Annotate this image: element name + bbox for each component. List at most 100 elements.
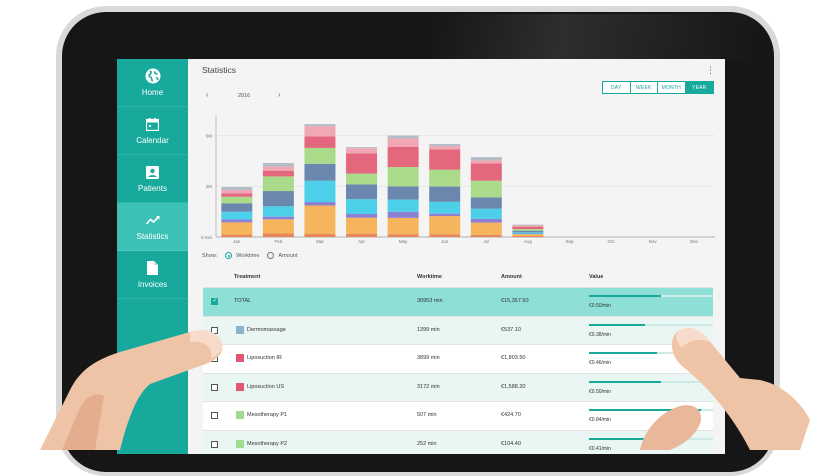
sidebar-item-label: Calendar <box>136 136 169 145</box>
amount-cell: €537.10 <box>501 326 521 333</box>
worktime-radio[interactable] <box>225 252 233 259</box>
bar-segment <box>429 146 461 150</box>
bar-segment <box>346 173 378 185</box>
screen-glare <box>430 14 760 62</box>
bar-segment <box>429 216 461 235</box>
x-tick-label: Mar <box>316 239 324 244</box>
table-row[interactable]: Liposuction IR 3899 min €1,803.50 €0.46/min <box>203 344 713 373</box>
bar-segment <box>262 191 294 207</box>
bar-segment <box>387 167 419 187</box>
treatment-cell: Mesotherapy P1 <box>247 412 288 418</box>
chart-line-icon <box>145 212 161 228</box>
x-tick-label: Aug <box>524 239 533 244</box>
row-checkbox[interactable] <box>211 297 218 305</box>
bar-segment <box>221 186 253 191</box>
row-checkbox[interactable] <box>211 412 218 419</box>
bar-segment <box>221 193 253 197</box>
sidebar-item-label: Invoices <box>137 280 168 289</box>
y-tick-label: 2M <box>206 184 213 189</box>
value-cell: €0.84/min <box>589 417 611 423</box>
amount-radio[interactable] <box>267 252 275 259</box>
bar-segment <box>221 219 253 223</box>
bar-segment <box>304 233 336 237</box>
bar-segment <box>304 163 336 181</box>
sidebar-item-patients[interactable]: Patients <box>117 155 188 203</box>
period-week-button[interactable]: WEEK <box>630 82 658 93</box>
bar-segment <box>512 233 544 235</box>
bar-segment <box>387 199 419 212</box>
bar-segment <box>221 211 253 220</box>
table-header: Treatment Worktime Amount Value <box>203 269 713 287</box>
treatment-cell: Mesotherapy P2 <box>247 440 288 447</box>
value-cell: €0.38/min <box>589 331 611 338</box>
row-checkbox[interactable] <box>211 440 218 448</box>
show-toggle: Show: Worktime Amount <box>202 252 297 259</box>
bar-segment <box>512 226 544 230</box>
x-tick-label: Sep <box>565 239 574 244</box>
table-row[interactable]: Dermomassage 1399 min €537.10 €0.38/min <box>203 315 713 344</box>
top-bar: Statistics ⋮ <box>188 59 725 83</box>
bar-segment <box>512 225 544 227</box>
column-header-worktime[interactable]: Worktime <box>417 274 442 280</box>
bar-segment <box>262 166 294 171</box>
color-swatch <box>236 382 244 391</box>
kebab-icon[interactable]: ⋮ <box>706 65 715 75</box>
bar-segment <box>262 176 294 192</box>
sidebar-item-label: Patients <box>138 184 167 193</box>
stacked-bar-chart: 5M 2M 0 min Jan Feb Mar Apr May Jun Jul Aug Sep Oct N… <box>201 115 715 244</box>
column-header-amount[interactable]: Amount <box>501 274 522 280</box>
worktime-cell: 30953 min <box>417 298 443 304</box>
bar-segment <box>387 138 419 147</box>
period-day-button[interactable]: DAY <box>603 82 631 93</box>
column-header-treatment[interactable]: Treatment <box>234 274 261 280</box>
bar-segment <box>429 149 461 170</box>
bar-segment <box>221 203 253 212</box>
bar-segment <box>304 147 336 164</box>
color-swatch <box>236 439 244 448</box>
x-tick-label: Jan <box>233 239 241 244</box>
bar-segment <box>429 201 461 214</box>
column-header-value[interactable]: Value <box>589 274 604 280</box>
bar-segment <box>512 232 544 234</box>
x-tick-label: May <box>399 239 408 244</box>
show-label: Show: <box>202 252 218 259</box>
table-row[interactable]: TOTAL 30953 min €15,357.50 €0.50/min <box>203 287 713 316</box>
x-tick-label: Jun <box>441 239 449 244</box>
treatment-cell: TOTAL <box>234 298 252 304</box>
app-screen: Home Calendar Patients Statistics Invoic… <box>117 59 725 454</box>
sidebar-item-statistics[interactable]: Statistics <box>117 203 188 251</box>
value-bar-track <box>589 323 713 326</box>
color-swatch <box>236 354 244 362</box>
chevron-right-icon[interactable]: › <box>278 92 281 99</box>
table-row[interactable]: Liposuction US 3172 min €1,588.20 €0.50/min <box>203 372 713 401</box>
period-month-button[interactable]: MONTH <box>658 82 686 93</box>
period-year-button[interactable]: YEAR <box>685 82 713 93</box>
x-tick-label: Oct <box>608 239 616 244</box>
bar-segment <box>262 216 294 220</box>
left-hand-image <box>40 330 223 450</box>
bar-segment <box>387 234 419 237</box>
sidebar-item-calendar[interactable]: Calendar <box>117 107 188 155</box>
statistics-table: Treatment Worktime Amount Value TOTAL 309… <box>203 269 713 454</box>
sidebar-item-home[interactable]: Home <box>117 59 188 107</box>
right-hand-image <box>640 327 810 450</box>
y-tick-label: 0 min <box>201 235 213 240</box>
bar-segment <box>387 211 419 218</box>
worktime-cell: 3899 min <box>417 355 440 361</box>
bar-segment <box>304 180 336 203</box>
row-checkbox[interactable] <box>211 326 218 334</box>
chevron-left-icon[interactable]: ‹ <box>206 92 209 99</box>
value-bar <box>589 295 661 297</box>
worktime-cell: 252 min <box>417 440 437 447</box>
bar-segment <box>470 157 502 161</box>
row-checkbox[interactable] <box>211 383 218 391</box>
x-tick-label: Nov <box>649 239 658 244</box>
bar-segment <box>346 148 378 154</box>
treatment-cell: Liposuction IR <box>247 355 282 361</box>
x-tick-label: Feb <box>274 239 282 244</box>
table-row[interactable]: Mesotherapy P1 507 min €424.70 €0.84/min <box>203 401 713 430</box>
bar-segment <box>221 234 253 237</box>
bar-segment <box>346 184 378 200</box>
globe-icon <box>145 68 161 84</box>
sidebar-item-invoices[interactable]: Invoices <box>117 251 188 299</box>
